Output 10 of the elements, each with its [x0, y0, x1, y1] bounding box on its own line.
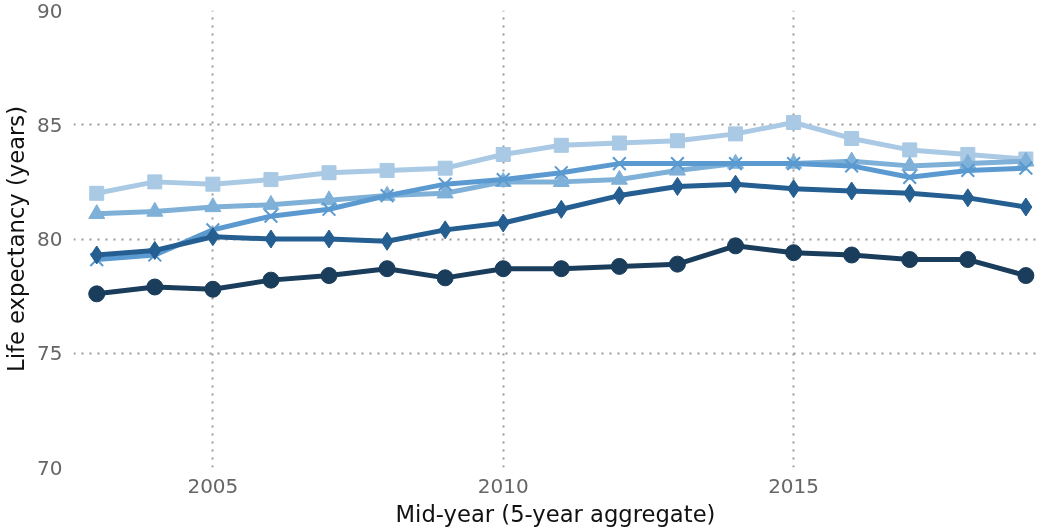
- y-axis-title: Life expectancy (years): [3, 106, 30, 372]
- x-axis-title: Mid-year (5-year aggregate): [395, 500, 716, 527]
- x-tick-label: 2015: [768, 473, 820, 498]
- y-tick-label: 70: [37, 455, 63, 480]
- y-tick-label: 80: [37, 227, 63, 251]
- y-tick-label: 85: [37, 112, 63, 137]
- y-tick-label: 90: [37, 0, 63, 23]
- y-tick-label: 75: [37, 341, 63, 366]
- x-tick-label: 2005: [187, 473, 239, 498]
- x-tick-label: 2010: [477, 473, 529, 498]
